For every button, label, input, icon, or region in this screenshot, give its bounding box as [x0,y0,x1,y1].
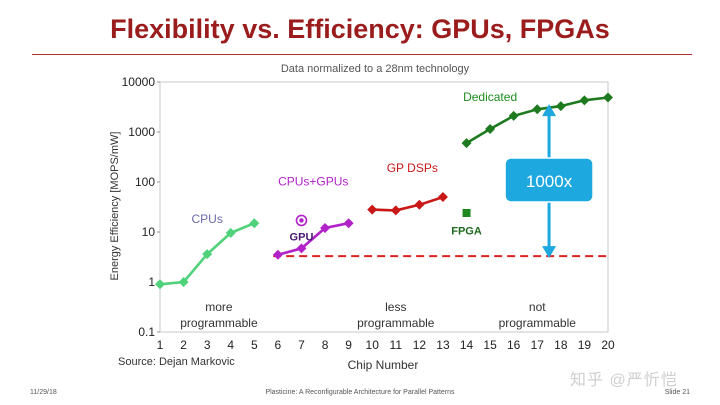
source-credit: Source: Dejan Markovic [118,356,235,368]
data-point [437,192,448,203]
annotation-arrow-up [542,104,557,117]
region-label: programmable [499,316,577,330]
data-point [272,249,283,260]
footer-title: Plasticine: A Reconfigurable Architectur… [265,389,455,396]
y-tick-label: 100 [135,175,155,189]
data-point [532,104,543,115]
region-label: not [529,300,546,314]
annotation-label: 1000x [526,172,573,191]
data-point [225,227,236,238]
x-tick-label: 3 [204,338,211,352]
data-point [414,199,425,210]
x-tick-label: 2 [180,338,187,352]
x-tick-label: 5 [251,338,258,352]
x-tick-label: 12 [413,338,427,352]
chart-subtitle: Data normalized to a 28nm technology [281,63,470,75]
data-point [555,101,566,112]
x-tick-label: 16 [507,338,521,352]
y-tick-label: 1 [148,275,155,289]
data-point [249,218,260,229]
footer-date: 11/29/18 [30,389,57,396]
gpu-point-core [299,218,304,223]
data-point [202,249,213,260]
data-point [485,123,496,134]
plot-frame [159,81,609,333]
annotation-box [504,157,594,203]
series-label: CPUs+GPUs [278,175,348,189]
x-tick-label: 7 [298,338,305,352]
data-point [343,218,354,229]
data-point [579,95,590,106]
series-line [372,195,444,212]
x-tick-label: 18 [554,338,568,352]
series-label: CPUs [191,212,222,226]
data-point [178,277,189,287]
slide-title: Flexibility vs. Efficiency: GPUs, FPGAs [110,14,610,44]
region-label: less [385,300,406,314]
data-point [296,243,307,254]
data-point [603,92,613,103]
y-tick-label: 1000 [128,125,155,139]
annotation-arrow-down [542,246,557,259]
x-tick-label: 17 [531,338,545,352]
series-label: GPU [290,231,314,243]
title-divider [32,54,692,55]
x-tick-label: 11 [390,338,403,352]
x-tick-label: 13 [436,338,450,352]
data-point [461,138,472,149]
y-tick-label: 0.1 [138,325,155,339]
x-tick-label: 10 [366,338,380,352]
data-point [320,223,331,234]
region-label: programmable [180,316,258,330]
data-point [367,204,378,215]
series-line [277,221,349,257]
region-label: programmable [357,316,435,330]
x-tick-label: 19 [578,338,592,352]
series-label: Dedicated [463,90,517,104]
y-tick-label: 10000 [122,75,156,89]
x-tick-label: 9 [345,338,352,352]
data-point [390,205,401,216]
fpga-point [462,208,471,217]
region-label: more [205,300,233,314]
x-tick-label: 15 [483,338,497,352]
data-point [508,110,519,121]
data-point [155,279,165,290]
series-label: GP DSPs [387,161,438,175]
x-tick-label: 4 [227,338,234,352]
x-tick-label: 8 [322,338,329,352]
series-label: FPGA [451,225,482,237]
x-tick-label: 20 [601,338,615,352]
x-axis-label: Chip Number [348,358,419,372]
watermark: 知乎 @严忻恺 [570,372,678,389]
y-axis-label: Energy Efficiency [MOPS/mW] [109,132,121,281]
footer-slide-number: Slide 21 [664,389,690,396]
y-tick-label: 10 [142,225,156,239]
x-tick-label: 14 [460,338,474,352]
x-tick-label: 6 [275,338,282,352]
x-tick-label: 1 [157,338,164,352]
